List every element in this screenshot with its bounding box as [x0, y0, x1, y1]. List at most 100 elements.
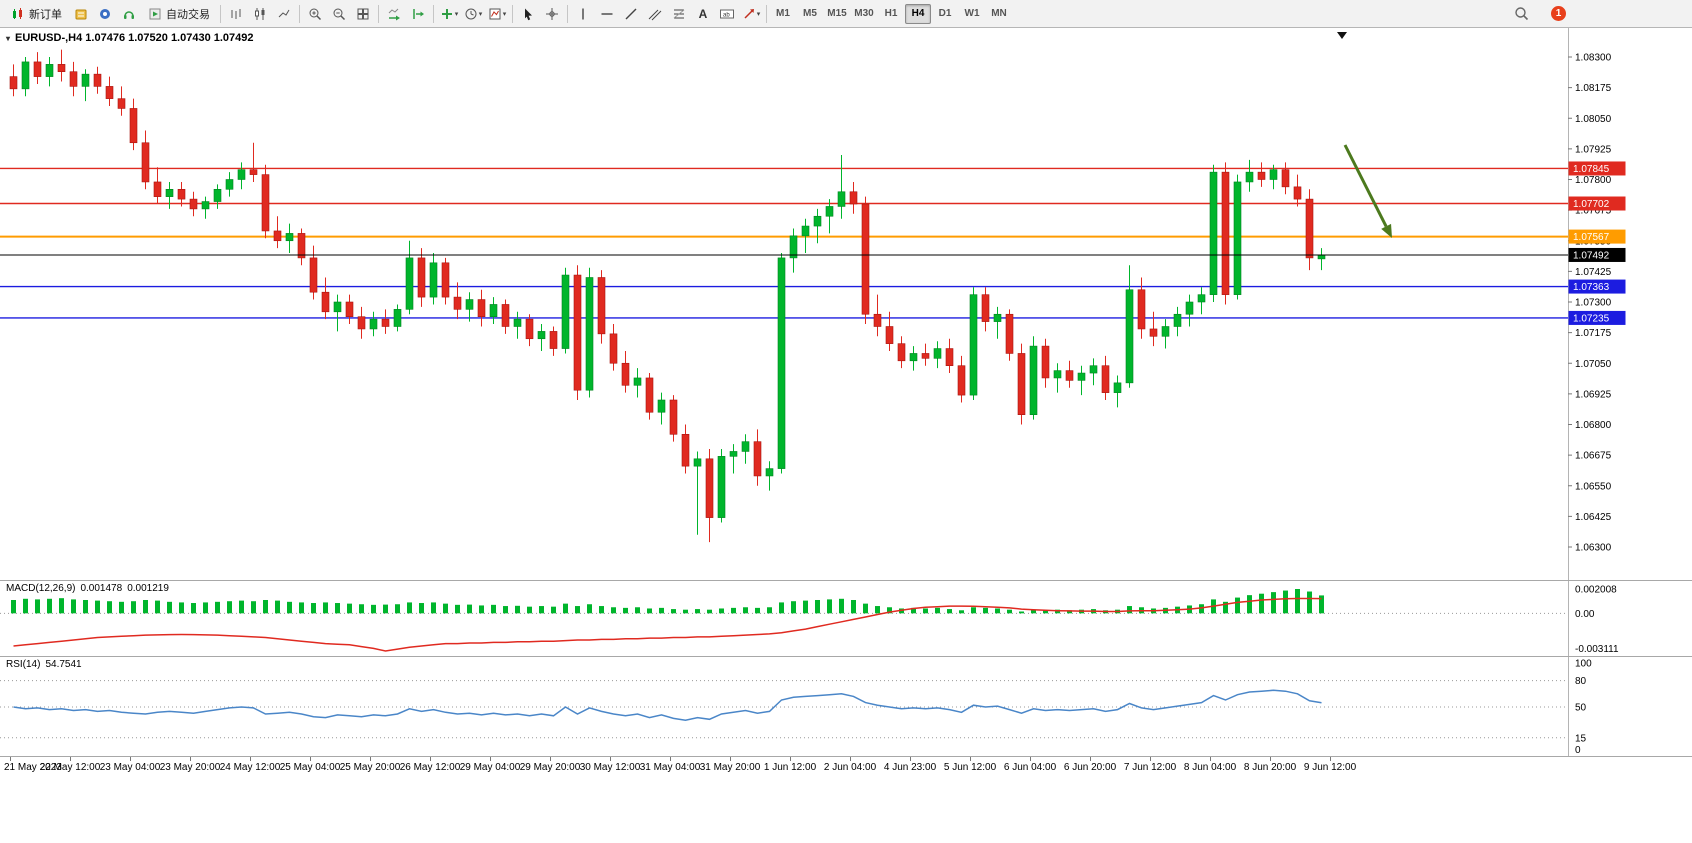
autotrading-button[interactable]: 自动交易 [141, 3, 217, 25]
timeframe-mn-button[interactable]: MN [991, 8, 1007, 19]
auto-scroll-button[interactable] [382, 3, 406, 25]
vertical-line-tool-button[interactable] [571, 3, 595, 25]
macd-bar [443, 603, 448, 614]
candle-body [645, 377, 654, 413]
text-tool-button[interactable]: A [691, 3, 715, 25]
crosshair-tool-button[interactable] [540, 3, 564, 25]
chart-menu-icon[interactable]: ▾ [6, 33, 11, 43]
macd-bar [707, 609, 712, 614]
time-axis-tick [370, 757, 371, 761]
tile-windows-button[interactable] [351, 3, 375, 25]
periods-dropdown-button[interactable]: ▾ [461, 3, 485, 25]
zoom-in-button[interactable] [303, 3, 327, 25]
candle-body [93, 73, 102, 87]
price-chart[interactable]: 1.08300 1.08175 1.08050 1.07925 1.07800 1.076… [0, 28, 1692, 580]
macd-bar [947, 609, 952, 614]
macd-bar [779, 602, 784, 614]
macd-bar [227, 601, 232, 614]
search-button[interactable] [1509, 3, 1533, 25]
price-axis-label: 1.07800 [1575, 175, 1612, 186]
tile-windows-icon [357, 8, 369, 19]
rsi-chart[interactable]: 100 80 50 150 [0, 657, 1692, 756]
time-axis-label: 25 May 20:00 [339, 762, 401, 773]
svg-text:1.07702: 1.07702 [1573, 199, 1610, 210]
timeframe-m5-button[interactable]: M5 [803, 8, 817, 19]
channel-tool-button[interactable] [643, 3, 667, 25]
community-button[interactable] [93, 3, 117, 25]
dropdown-caret-icon: ▾ [454, 10, 459, 18]
indicators-plus-icon [441, 8, 452, 19]
candle-body [333, 301, 342, 313]
macd-bar [515, 605, 520, 614]
zoom-out-icon [333, 8, 346, 20]
indicators-dropdown-button[interactable]: ▾ [437, 3, 461, 25]
zoom-out-button[interactable] [327, 3, 351, 25]
candlestick-chart-icon [255, 7, 265, 20]
trend-arrow-annotation[interactable] [1343, 144, 1388, 228]
chart-line-button[interactable] [272, 3, 296, 25]
candle-body [21, 61, 30, 90]
timeframe-toolbar: M1 M5 M15 M30 H1 H4 D1 W1 MN [770, 3, 1012, 24]
arrows-dropdown-button[interactable]: ▾ [739, 3, 763, 25]
candle-body [1029, 345, 1038, 416]
timeframe-h1-button[interactable]: H1 [884, 8, 898, 19]
macd-chart[interactable]: 0.002008 0.00 -0.003111 [0, 581, 1692, 656]
candle-body [1005, 313, 1014, 354]
new-order-button[interactable]: 新订单 [4, 3, 69, 25]
price-axis-label: 1.07300 [1575, 298, 1612, 309]
rsi-panel: 100 80 50 15 0 RSI(14) 54.7541 [0, 656, 1692, 756]
chart-title: EURUSD-,H4 1.07476 1.07520 1.07430 1.074… [15, 32, 254, 44]
candle-body [141, 142, 150, 183]
timeframe-m30-button[interactable]: M30 [854, 8, 874, 19]
candle-body [309, 257, 318, 293]
market-watch-button[interactable] [69, 3, 93, 25]
chart-shift-marker[interactable] [1337, 32, 1347, 39]
time-axis-tick [130, 757, 131, 761]
chart-candles-button[interactable] [248, 3, 272, 25]
chart-bars-button[interactable] [224, 3, 248, 25]
macd-bar [407, 602, 412, 614]
time-axis-tick [1150, 757, 1151, 761]
text-tool-icon: A [698, 6, 708, 21]
candle-body [1149, 328, 1158, 337]
timeframe-d1-button[interactable]: D1 [938, 8, 952, 19]
candle-body [957, 365, 966, 396]
candle-body [225, 179, 234, 190]
templates-dropdown-button[interactable]: ▾ [485, 3, 509, 25]
macd-bar [1283, 590, 1288, 614]
svg-text:1.07492: 1.07492 [1573, 250, 1610, 261]
support-button[interactable] [117, 3, 141, 25]
time-axis-tick [550, 757, 551, 761]
toolbar-separator [512, 4, 513, 23]
timeframe-h4-button[interactable]: H4 [905, 3, 931, 24]
macd-panel: 0.002008 0.00 -0.003111 MACD(12,26,9) 0.00… [0, 580, 1692, 656]
candle-body [441, 262, 450, 298]
macd-bar [371, 604, 376, 614]
horizontal-line-tool-button[interactable] [595, 3, 619, 25]
chart-shift-button[interactable] [406, 3, 430, 25]
fibonacci-tool-button[interactable] [667, 3, 691, 25]
toolbar-separator [433, 4, 434, 23]
macd-bar [911, 607, 916, 614]
trendline-tool-button[interactable] [619, 3, 643, 25]
notification-badge[interactable]: 1 [1551, 6, 1566, 21]
time-axis-label: 23 May 20:00 [159, 762, 221, 773]
rsi-axis-label: 0 [1575, 745, 1581, 756]
macd-bar [251, 601, 256, 614]
macd-bar [1031, 609, 1036, 614]
macd-bar [575, 606, 580, 614]
macd-bar [875, 606, 880, 614]
time-axis[interactable]: 21 May 2023 22 May 12:00 23 May 04:00 23 Ma… [0, 756, 1692, 778]
cursor-tool-button[interactable] [516, 3, 540, 25]
label-tool-button[interactable]: ab [715, 3, 739, 25]
candle-body [717, 456, 726, 518]
timeframe-w1-button[interactable]: W1 [964, 8, 980, 19]
timeframe-m1-button[interactable]: M1 [776, 8, 790, 19]
macd-bar [239, 600, 244, 614]
timeframe-m15-button[interactable]: M15 [827, 8, 847, 19]
macd-bar [851, 599, 856, 614]
candle-body [1233, 181, 1242, 295]
notification-count: 1 [1555, 8, 1562, 19]
candle-body [849, 191, 858, 205]
macd-bar [503, 606, 508, 614]
